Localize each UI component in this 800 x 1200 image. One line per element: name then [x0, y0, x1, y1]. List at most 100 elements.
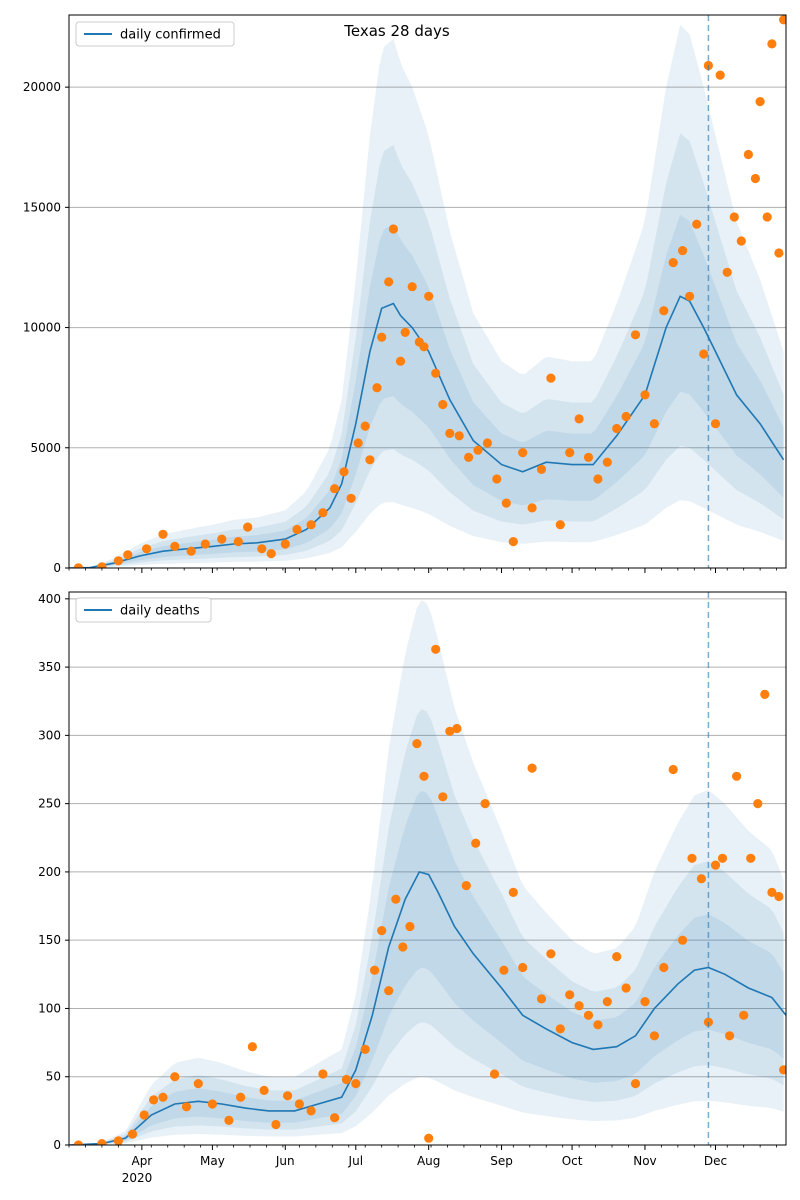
data-point — [259, 1085, 269, 1095]
data-point — [158, 1092, 168, 1102]
data-point — [767, 39, 777, 49]
data-point — [419, 342, 429, 352]
data-point — [668, 258, 678, 268]
data-point — [760, 689, 770, 700]
axes-frame — [68, 591, 787, 1146]
y-tick-label: 10000 — [23, 321, 61, 335]
data-point — [384, 277, 394, 287]
confirmed-legend: daily confirmed — [75, 21, 235, 47]
data-point — [170, 541, 180, 552]
y-tick-label: 400 — [38, 592, 61, 606]
data-point — [370, 965, 380, 975]
y-tick-label: 0 — [53, 1138, 61, 1152]
data-point — [113, 556, 123, 566]
data-point — [318, 1069, 328, 1079]
data-point — [593, 474, 603, 484]
data-point — [685, 291, 695, 301]
data-point — [365, 455, 375, 465]
x-tick-label: Aug — [417, 1154, 440, 1168]
data-point — [271, 1119, 281, 1130]
data-point — [710, 860, 721, 870]
y-tick-label: 50 — [46, 1070, 61, 1084]
data-point — [280, 539, 290, 549]
data-point — [452, 723, 462, 734]
data-point — [139, 1110, 149, 1120]
data-point — [360, 421, 370, 431]
data-point — [149, 1095, 159, 1105]
data-point — [565, 990, 575, 1000]
y-tick-label: 20000 — [23, 80, 61, 94]
data-point — [640, 390, 650, 400]
data-point — [774, 891, 784, 902]
data-point — [501, 498, 511, 508]
data-point — [391, 894, 401, 904]
data-point — [536, 994, 547, 1004]
y-tick-label: 100 — [38, 1001, 61, 1015]
data-point — [546, 373, 556, 383]
data-point — [499, 965, 509, 975]
data-point — [431, 644, 441, 654]
data-point — [318, 508, 328, 518]
y-tick-label: 150 — [38, 933, 61, 947]
data-point — [612, 423, 622, 434]
data-point — [236, 1092, 246, 1102]
series-line — [69, 295, 785, 568]
data-point — [602, 457, 612, 467]
data-point — [330, 1113, 340, 1123]
data-point — [400, 327, 410, 337]
data-point — [395, 356, 406, 366]
x-tick-label: Jul — [348, 1154, 363, 1168]
data-point — [678, 935, 688, 945]
data-point — [546, 949, 556, 959]
data-point — [73, 563, 83, 568]
data-point — [424, 1133, 434, 1143]
data-point — [438, 399, 448, 410]
legend-deaths-label: daily deaths — [120, 604, 200, 619]
data-point — [746, 853, 756, 863]
data-point — [696, 874, 707, 884]
data-point — [97, 1139, 107, 1145]
data-point — [186, 546, 196, 556]
data-point — [480, 799, 490, 809]
data-point — [527, 503, 537, 513]
data-point — [445, 726, 455, 736]
data-point — [630, 1079, 641, 1089]
data-point — [398, 942, 408, 952]
data-point — [489, 1069, 500, 1079]
data-point — [725, 1031, 735, 1041]
y-tick-label: 15000 — [23, 200, 61, 214]
data-point — [715, 70, 725, 80]
data-point — [482, 438, 492, 448]
data-point — [461, 881, 471, 891]
data-point — [649, 419, 660, 429]
x-tick-label: Nov — [633, 1154, 656, 1168]
data-point — [736, 236, 746, 246]
data-point — [200, 539, 210, 549]
deaths-panel: 0 50 100 150 200 250 300 350 400 Apr May Jun Jul Aug S… — [38, 591, 787, 1168]
data-point — [283, 1091, 293, 1101]
data-point — [574, 414, 584, 424]
data-point — [257, 544, 267, 554]
series-line — [69, 870, 786, 1145]
data-point — [113, 1136, 123, 1145]
data-point — [224, 1115, 234, 1125]
data-point — [233, 537, 243, 547]
data-point — [372, 383, 382, 393]
data-point — [207, 1099, 217, 1109]
x-tick-label: Oct — [562, 1154, 583, 1168]
data-point — [755, 97, 765, 107]
data-point — [583, 452, 594, 462]
data-point — [351, 1079, 361, 1089]
data-point — [454, 431, 464, 441]
data-point — [762, 212, 772, 222]
data-point — [412, 739, 422, 749]
data-point — [341, 1074, 351, 1085]
uncertainty-band — [69, 709, 784, 1145]
y-tick-label: 350 — [38, 660, 61, 674]
x-year-label: 2020 — [122, 1171, 153, 1185]
y-tick-label: 0 — [53, 561, 61, 575]
data-point — [431, 368, 441, 378]
data-point — [593, 1020, 603, 1030]
data-point — [306, 520, 316, 530]
data-point — [508, 537, 518, 547]
